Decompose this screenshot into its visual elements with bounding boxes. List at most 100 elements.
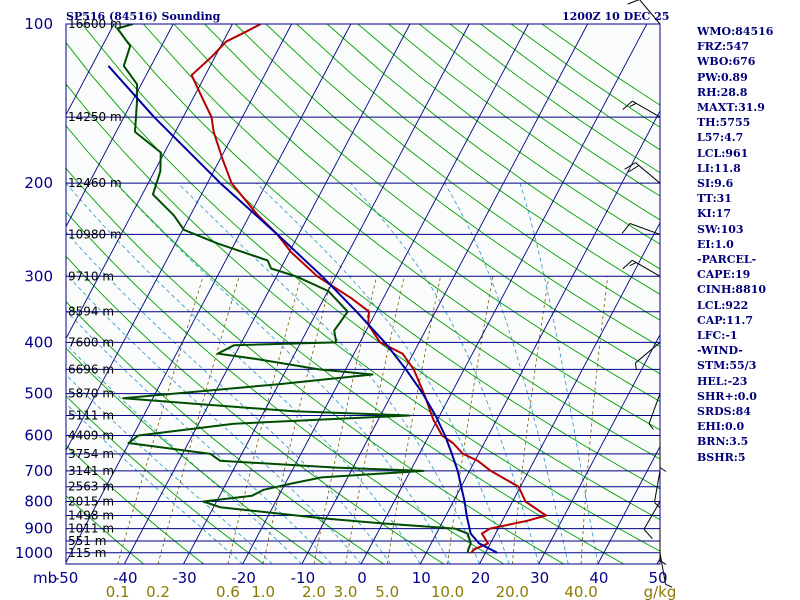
moist-adiabat-line — [66, 402, 243, 564]
pressure-tick-label: 1000 — [15, 544, 53, 562]
index-item: FRZ:547 — [697, 40, 750, 54]
isotherm-line — [183, 24, 470, 564]
temperature-tick-label: 40 — [589, 569, 608, 587]
pressure-tick-label: 200 — [24, 174, 53, 192]
dry-adiabat-line — [173, 24, 660, 402]
wind-barb — [659, 552, 673, 588]
index-item: LCL:922 — [697, 298, 749, 312]
index-item: MAXT:31.9 — [697, 101, 765, 115]
pressure-tick-label: 700 — [24, 462, 53, 480]
mixing-ratio-line — [511, 276, 550, 564]
height-label: 115 m — [68, 546, 106, 560]
dry-adiabat-line — [66, 125, 625, 564]
temperature-tick-label: -20 — [231, 569, 256, 587]
wind-barbs — [621, 0, 673, 588]
index-item: LCL:961 — [697, 146, 749, 160]
dry-adiabat-line — [112, 24, 660, 460]
isotherm-line — [66, 24, 292, 452]
pressure-tick-label: 400 — [24, 333, 53, 351]
moist-adiabat-line — [444, 182, 569, 564]
index-item: EHI:0.0 — [697, 420, 745, 434]
height-label: 5870 m — [68, 387, 114, 401]
mixing-ratio-label: 40.0 — [564, 583, 597, 600]
temperature-tick-label: 10 — [412, 569, 431, 587]
plot-frame — [65, 23, 661, 565]
indices-panel: WMO:84516 FRZ:547 WBO:676 PW:0.89 RH:28.8 MAX… — [697, 24, 800, 465]
index-item: CAPE:19 — [697, 268, 751, 282]
moist-adiabat-line — [66, 182, 421, 564]
dry-adiabat-line — [66, 495, 144, 564]
mixing-ratio-label: 5.0 — [375, 583, 399, 600]
mixing-ratio-line — [262, 276, 333, 564]
isotherm-line — [66, 24, 352, 564]
chart-time: 1200Z 10 DEC 25 — [562, 10, 670, 23]
index-item: -WIND- — [697, 344, 743, 358]
index-item: RH:28.8 — [697, 85, 748, 99]
temperature-tick-label: -30 — [172, 569, 197, 587]
temperature-tick-label: -40 — [113, 569, 138, 587]
mixing-ratio-line — [386, 276, 441, 564]
index-item: L57:4.7 — [697, 131, 744, 145]
dry-adiabat-line — [142, 24, 660, 431]
wind-barb — [624, 162, 661, 184]
isotherm-line — [123, 24, 411, 564]
index-item: TH:5755 — [697, 116, 751, 130]
moist-adiabat-line — [177, 182, 480, 564]
moist-adiabats — [66, 182, 599, 564]
isotherm-line — [538, 333, 660, 564]
index-item: BRN:3.5 — [697, 435, 749, 449]
dry-adiabat-line — [66, 255, 445, 564]
temperature-tick-label: -50 — [54, 569, 79, 587]
height-label: 7600 m — [68, 335, 114, 349]
mixing-ratio-label: 20.0 — [496, 583, 529, 600]
height-label: 3754 m — [68, 447, 114, 461]
isotherm-line — [479, 221, 660, 564]
index-item: CAP:11.7 — [697, 313, 754, 327]
mixing-ratio-line — [157, 276, 240, 564]
temperature-tick-label: 50 — [649, 569, 668, 587]
wind-barb — [643, 501, 661, 540]
index-item: EI:1.0 — [697, 237, 734, 251]
height-label: 9710 m — [68, 269, 114, 283]
moist-adiabat-line — [350, 182, 540, 564]
isotherm-line — [360, 24, 648, 564]
mixing-ratio-label: 0.1 — [106, 583, 130, 600]
sounding-traces — [107, 24, 547, 554]
pressure-tick-label: 300 — [24, 267, 53, 285]
parcel-trace — [107, 65, 498, 554]
dry-adiabat-line — [81, 24, 660, 490]
mixing-ratio-unit-label: g/kg — [644, 583, 677, 600]
temperature-trace — [190, 24, 547, 554]
dry-adiabat-line — [66, 444, 204, 564]
index-item: SRDS:84 — [697, 405, 751, 419]
dry-adiabat-line — [296, 24, 660, 295]
isotherm-line — [301, 24, 588, 564]
height-label: 2015 m — [68, 495, 114, 509]
isotherm-line — [242, 24, 529, 564]
isobars — [66, 23, 660, 554]
temperature-tick-label: -10 — [291, 569, 316, 587]
mixing-ratio-line — [313, 276, 378, 564]
pressure-tick-label: 500 — [24, 385, 53, 403]
mixing-ratio-line — [117, 276, 204, 564]
dry-adiabat-line — [66, 347, 324, 564]
moist-adiabat-line — [115, 182, 451, 564]
mixing-ratio-label: 2.0 — [302, 583, 326, 600]
mixing-ratio-line — [345, 276, 405, 564]
index-item: SHR+:0.0 — [697, 389, 757, 403]
moist-adiabat-line — [66, 273, 362, 564]
wind-barb — [622, 259, 661, 277]
isotherm-line — [0, 24, 55, 564]
index-item: SI:9.6 — [697, 177, 734, 191]
wind-barb — [627, 0, 661, 25]
pressure-unit-label: mb — [33, 569, 57, 587]
dewpoint-trace — [116, 24, 472, 553]
mixing-ratio-label: 0.2 — [146, 583, 170, 600]
mixing-ratio-label: 10.0 — [431, 583, 464, 600]
mixing-ratio-label: 3.0 — [334, 583, 358, 600]
height-label: 16600 m — [68, 17, 122, 31]
wind-barb — [622, 100, 661, 118]
index-item: PW:0.89 — [697, 70, 748, 84]
